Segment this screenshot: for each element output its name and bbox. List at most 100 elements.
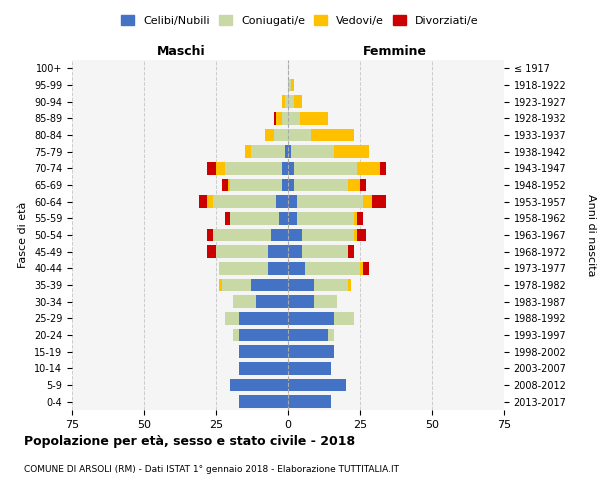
Bar — [380, 162, 386, 174]
Bar — [357, 229, 366, 241]
Text: COMUNE DI ARSOLI (RM) - Dati ISTAT 1° gennaio 2018 - Elaborazione TUTTITALIA.IT: COMUNE DI ARSOLI (RM) - Dati ISTAT 1° ge… — [24, 465, 399, 474]
Bar — [288, 212, 296, 224]
Bar — [271, 229, 288, 241]
Bar — [230, 379, 288, 391]
Bar — [282, 162, 288, 174]
Legend: Celibi/Nubili, Coniugati/e, Vedovi/e, Divorziati/e: Celibi/Nubili, Coniugati/e, Vedovi/e, Di… — [117, 10, 483, 30]
Bar — [219, 262, 268, 274]
Bar — [256, 296, 288, 308]
Bar — [245, 146, 251, 158]
Bar — [288, 162, 294, 174]
Bar — [334, 312, 354, 324]
Y-axis label: Fasce di età: Fasce di età — [19, 202, 28, 268]
Bar — [360, 262, 363, 274]
Bar — [222, 179, 227, 192]
Bar — [314, 279, 349, 291]
Bar — [288, 179, 294, 192]
Bar — [208, 246, 216, 258]
Bar — [230, 179, 282, 192]
Bar — [285, 96, 288, 108]
Bar — [302, 229, 354, 241]
Bar — [291, 146, 334, 158]
Bar — [288, 246, 302, 258]
Bar — [354, 229, 357, 241]
Bar — [349, 179, 360, 192]
Bar — [208, 162, 216, 174]
Bar — [288, 196, 296, 208]
Bar — [288, 396, 331, 408]
Bar — [311, 129, 354, 141]
Bar — [294, 162, 357, 174]
Bar — [296, 196, 363, 208]
Bar — [288, 312, 334, 324]
Bar — [239, 346, 288, 358]
Bar — [288, 262, 305, 274]
Bar — [288, 346, 334, 358]
Bar — [282, 96, 285, 108]
Bar — [208, 196, 213, 208]
Bar — [213, 229, 271, 241]
Bar — [288, 329, 328, 341]
Text: Femmine: Femmine — [362, 46, 427, 59]
Bar — [282, 112, 288, 124]
Bar — [363, 196, 371, 208]
Bar — [371, 196, 386, 208]
Bar — [280, 212, 288, 224]
Bar — [305, 262, 360, 274]
Y-axis label: Anni di nascita: Anni di nascita — [586, 194, 596, 276]
Text: Maschi: Maschi — [157, 46, 206, 59]
Bar — [251, 279, 288, 291]
Bar — [239, 312, 288, 324]
Bar — [265, 129, 274, 141]
Bar — [360, 179, 366, 192]
Bar — [285, 146, 288, 158]
Bar — [288, 96, 294, 108]
Bar — [233, 296, 256, 308]
Bar — [294, 96, 302, 108]
Bar — [288, 112, 299, 124]
Bar — [239, 362, 288, 374]
Bar — [334, 146, 368, 158]
Bar — [296, 212, 354, 224]
Bar — [302, 246, 349, 258]
Bar — [288, 79, 291, 92]
Bar — [239, 329, 288, 341]
Bar — [299, 112, 328, 124]
Bar — [222, 279, 251, 291]
Bar — [224, 212, 230, 224]
Bar — [208, 229, 213, 241]
Bar — [274, 129, 288, 141]
Bar — [268, 262, 288, 274]
Bar — [354, 212, 357, 224]
Text: Popolazione per età, sesso e stato civile - 2018: Popolazione per età, sesso e stato civil… — [24, 435, 355, 448]
Bar — [288, 362, 331, 374]
Bar — [224, 312, 239, 324]
Bar — [213, 196, 277, 208]
Bar — [294, 179, 349, 192]
Bar — [216, 162, 224, 174]
Bar — [224, 162, 282, 174]
Bar — [314, 296, 337, 308]
Bar — [230, 212, 280, 224]
Bar — [288, 379, 346, 391]
Bar — [251, 146, 285, 158]
Bar — [199, 196, 208, 208]
Bar — [288, 296, 314, 308]
Bar — [349, 279, 352, 291]
Bar — [277, 196, 288, 208]
Bar — [216, 246, 268, 258]
Bar — [357, 162, 380, 174]
Bar — [288, 279, 314, 291]
Bar — [219, 279, 222, 291]
Bar — [349, 246, 354, 258]
Bar — [239, 396, 288, 408]
Bar — [274, 112, 277, 124]
Bar — [282, 179, 288, 192]
Bar — [288, 146, 291, 158]
Bar — [227, 179, 230, 192]
Bar — [277, 112, 282, 124]
Bar — [291, 79, 294, 92]
Bar — [328, 329, 334, 341]
Bar — [288, 229, 302, 241]
Bar — [288, 129, 311, 141]
